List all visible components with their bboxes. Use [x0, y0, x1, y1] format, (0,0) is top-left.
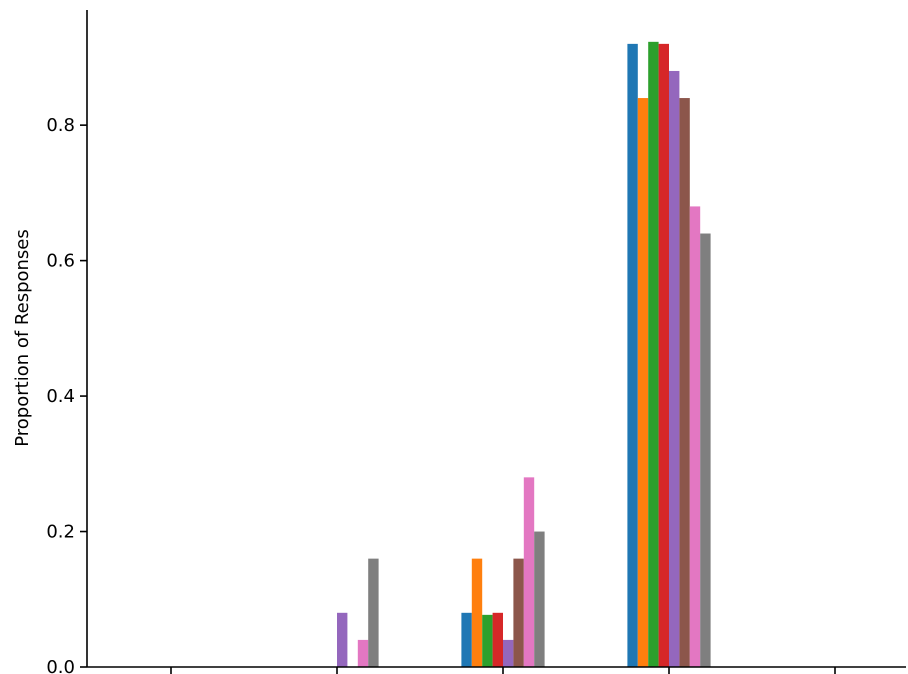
bars	[337, 41, 711, 668]
y-tick-label: 0.2	[46, 522, 75, 543]
x-axis-ticks	[170, 667, 836, 674]
bar-series-6-category-3	[513, 558, 524, 667]
bar-series-3-category-4	[648, 41, 659, 667]
bar-series-4-category-4	[658, 43, 669, 668]
bar-series-6-category-4	[679, 98, 690, 668]
bar-series-5-category-2	[337, 612, 348, 667]
bar-series-7-category-3	[523, 477, 535, 667]
bar-series-8-category-4	[700, 233, 711, 667]
y-tick-label: 0.4	[46, 386, 75, 407]
y-tick-label: 0.8	[46, 115, 75, 136]
y-tick-label: 0.0	[46, 657, 75, 674]
bar-series-5-category-3	[503, 639, 514, 667]
bar-series-8-category-3	[534, 531, 545, 667]
bar-series-1-category-3	[461, 612, 472, 667]
bar-series-7-category-4	[689, 206, 701, 668]
bar-series-7-category-2	[357, 639, 369, 667]
y-axis-ticks: 0.0 0.2 0.4 0.6 0.8	[46, 115, 87, 674]
y-axis-label: Proportion of Responses	[12, 229, 33, 447]
bar-series-2-category-4	[637, 98, 649, 668]
bar-series-4-category-3	[492, 612, 503, 667]
bar-series-5-category-4	[669, 70, 680, 667]
y-tick-label: 0.6	[46, 251, 75, 272]
bar-series-1-category-4	[627, 43, 638, 668]
bar-series-2-category-3	[471, 558, 483, 667]
bar-series-3-category-3	[482, 614, 493, 667]
bar-series-8-category-2	[368, 558, 379, 667]
